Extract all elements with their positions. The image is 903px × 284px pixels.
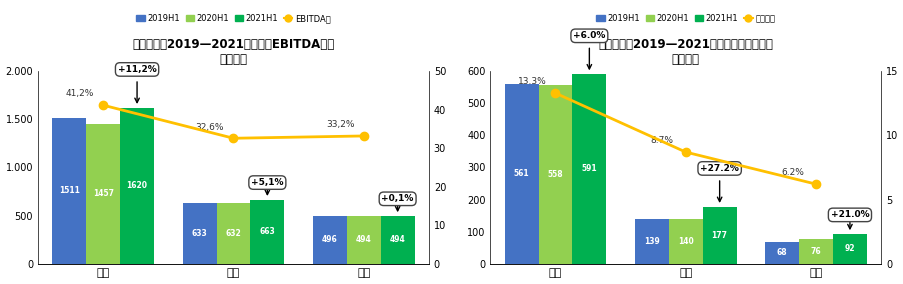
- Text: 8.7%: 8.7%: [650, 136, 673, 145]
- Bar: [217, 203, 250, 264]
- Text: 1511: 1511: [59, 187, 79, 195]
- Bar: [86, 124, 120, 264]
- Text: +21.0%: +21.0%: [830, 210, 869, 219]
- Text: 32,6%: 32,6%: [196, 122, 224, 131]
- Bar: [702, 207, 736, 264]
- Text: +5,1%: +5,1%: [251, 178, 284, 187]
- Text: 632: 632: [226, 229, 241, 238]
- Bar: [52, 118, 86, 264]
- Text: 13.3%: 13.3%: [517, 78, 545, 86]
- Text: 633: 633: [191, 229, 208, 238]
- Legend: 2019H1, 2020H1, 2021H1, EBITDA率: 2019H1, 2020H1, 2021H1, EBITDA率: [136, 14, 330, 23]
- Text: 1457: 1457: [93, 189, 114, 198]
- Text: 76: 76: [810, 247, 821, 256]
- Text: 496: 496: [321, 235, 338, 244]
- Text: +11,2%: +11,2%: [117, 65, 156, 74]
- Bar: [572, 74, 606, 264]
- Text: 558: 558: [547, 170, 563, 179]
- Text: 140: 140: [677, 237, 693, 246]
- Bar: [668, 219, 702, 264]
- Bar: [832, 234, 866, 264]
- Bar: [798, 239, 832, 264]
- Text: 591: 591: [581, 164, 597, 174]
- Text: 561: 561: [513, 169, 529, 178]
- Title: 三大运营商2019—2021年上半年EBITDA对比
（亿元）: 三大运营商2019—2021年上半年EBITDA对比 （亿元）: [132, 38, 334, 66]
- Text: +6.0%: +6.0%: [573, 31, 605, 40]
- Bar: [347, 216, 380, 264]
- Text: 139: 139: [643, 237, 659, 246]
- Text: 33,2%: 33,2%: [326, 120, 354, 129]
- Bar: [250, 200, 284, 264]
- Text: +27.2%: +27.2%: [700, 164, 739, 173]
- Bar: [634, 219, 668, 264]
- Text: 494: 494: [389, 235, 405, 244]
- Text: 6.2%: 6.2%: [780, 168, 803, 178]
- Bar: [765, 242, 798, 264]
- Text: +0,1%: +0,1%: [381, 194, 414, 203]
- Text: 494: 494: [356, 235, 371, 244]
- Text: 1620: 1620: [126, 181, 147, 190]
- Bar: [312, 216, 347, 264]
- Legend: 2019H1, 2020H1, 2021H1, 净利润率: 2019H1, 2020H1, 2021H1, 净利润率: [596, 14, 774, 23]
- Bar: [504, 84, 538, 264]
- Text: 92: 92: [843, 244, 854, 253]
- Bar: [538, 85, 572, 264]
- Text: 663: 663: [259, 227, 275, 236]
- Bar: [380, 216, 414, 264]
- Title: 三大运营商2019—2021年上半年净利润对比
（亿元）: 三大运营商2019—2021年上半年净利润对比 （亿元）: [598, 38, 772, 66]
- Text: 41,2%: 41,2%: [66, 89, 94, 99]
- Text: 177: 177: [711, 231, 727, 240]
- Bar: [120, 108, 154, 264]
- Bar: [182, 203, 217, 264]
- Text: 68: 68: [776, 248, 787, 257]
